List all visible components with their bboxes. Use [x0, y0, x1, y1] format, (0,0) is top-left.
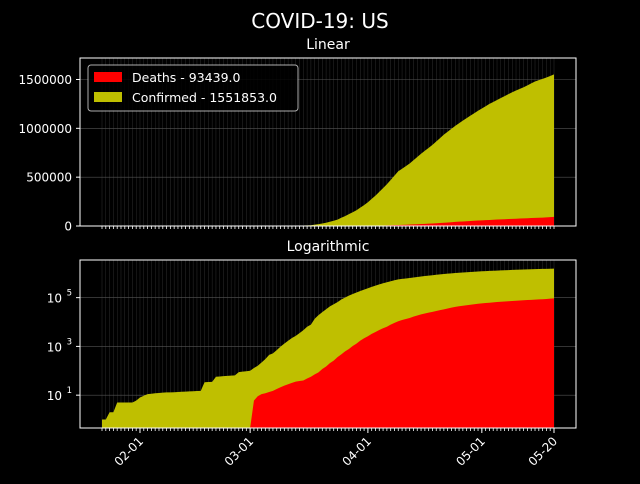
log-axes-frame [79, 259, 577, 429]
log-ytick-label-exponent: 5 [67, 289, 72, 299]
log-ytick-label-base: 10 [47, 340, 62, 354]
linear-ytick-label: 500000 [26, 171, 72, 185]
linear-area-confirmed [102, 74, 554, 226]
legend-label-confirmed: Confirmed - 1551853.0 [132, 90, 277, 105]
legend-swatch-confirmed [94, 92, 122, 102]
log-ytick-label-exponent: 1 [67, 386, 72, 396]
log-area-deaths [250, 298, 554, 428]
log-ytick-label-base: 10 [47, 389, 62, 403]
linear-area-deaths [250, 216, 554, 226]
legend-label-deaths: Deaths - 93439.0 [132, 70, 241, 85]
linear-axes-frame [79, 57, 577, 227]
linear-plot-area: 0 500000 1000000 1500000 [19, 57, 577, 234]
log-ytick-label-exponent: 3 [67, 337, 72, 347]
linear-ytick-label: 1000000 [19, 122, 72, 136]
legend-swatch-deaths [94, 72, 122, 82]
linear-ytick-label: 0 [64, 220, 72, 234]
legend: Deaths - 93439.0 Confirmed - 1551853.0 [87, 64, 299, 112]
panel-title-logarithmic: Logarithmic [287, 239, 370, 255]
legend-box [87, 64, 299, 112]
panel-title-linear: Linear [306, 37, 350, 53]
linear-ytick-label: 1500000 [19, 73, 72, 87]
log-ytick-label-base: 10 [47, 292, 62, 306]
figure-title: COVID-19: US [251, 9, 388, 33]
